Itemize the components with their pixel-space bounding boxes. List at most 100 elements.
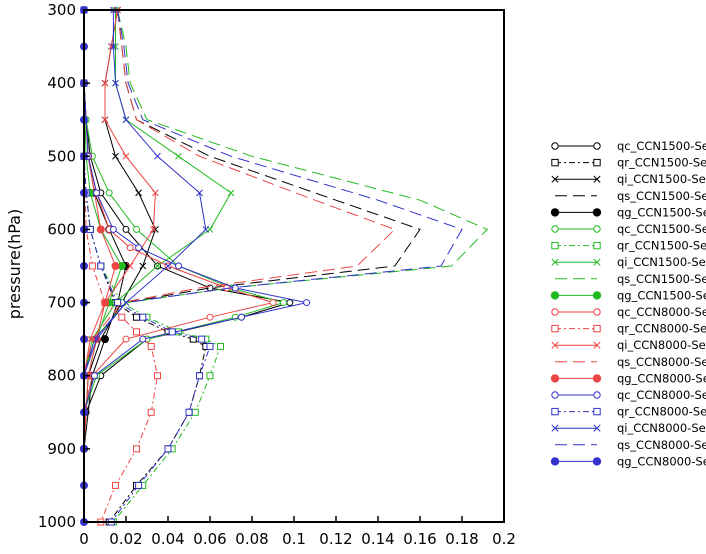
series-qr_CCN8000-Se6 bbox=[80, 6, 214, 526]
legend-item: qc_CCN8000-Se5 bbox=[551, 305, 706, 319]
data-point bbox=[152, 189, 159, 197]
legend-item: qc_CCN1500-Se5 bbox=[551, 139, 706, 153]
data-point bbox=[122, 225, 130, 233]
series-qs_CCN1500-Se6 bbox=[83, 9, 489, 376]
data-point bbox=[112, 79, 119, 87]
data-point bbox=[133, 445, 140, 453]
data-point bbox=[122, 116, 130, 124]
x-tick-label: 0 bbox=[79, 530, 89, 548]
series-line bbox=[83, 10, 275, 413]
y-tick-label: 600 bbox=[47, 220, 76, 238]
data-point bbox=[154, 262, 161, 270]
legend-item: qi_CCN1500-Se5 bbox=[551, 172, 706, 186]
data-point bbox=[122, 152, 130, 160]
data-point bbox=[96, 225, 105, 234]
data-point bbox=[551, 407, 559, 416]
data-point bbox=[135, 244, 143, 252]
data-point bbox=[592, 374, 602, 383]
legend-label: qc_CCN8000-Se5 bbox=[617, 305, 706, 319]
data-point bbox=[551, 158, 559, 167]
data-point bbox=[175, 262, 182, 270]
legend-label: qs_CCN1500-Se6 bbox=[617, 272, 706, 286]
data-point bbox=[135, 189, 142, 197]
data-point bbox=[286, 299, 294, 307]
data-point bbox=[593, 241, 601, 250]
series-line bbox=[83, 9, 421, 376]
data-point bbox=[114, 299, 122, 307]
data-point bbox=[149, 226, 157, 233]
data-point bbox=[135, 481, 143, 489]
y-tick-label: 900 bbox=[47, 440, 76, 458]
legend-item: qi_CCN8000-Se6 bbox=[551, 421, 706, 435]
data-point bbox=[109, 225, 117, 233]
x-tick-label: 0.08 bbox=[235, 530, 268, 548]
legend-item: qg_CCN8000-Se6 bbox=[550, 454, 706, 468]
y-tick-label: 300 bbox=[47, 1, 76, 19]
data-point bbox=[101, 116, 109, 124]
legend-item: qs_CCN1500-Se6 bbox=[555, 272, 706, 286]
series-qc_CCN8000-Se5 bbox=[80, 6, 277, 416]
data-point bbox=[139, 262, 147, 270]
series-line bbox=[83, 9, 489, 376]
data-point bbox=[164, 262, 172, 270]
legend-label: qi_CCN8000-Se6 bbox=[617, 421, 706, 435]
data-point bbox=[133, 225, 140, 233]
series-line bbox=[83, 9, 156, 449]
data-point bbox=[593, 424, 601, 432]
y-tick-label: 700 bbox=[47, 294, 76, 312]
legend-label: qg_CCN8000-Se6 bbox=[617, 454, 706, 468]
data-point bbox=[550, 374, 560, 383]
data-point bbox=[551, 258, 559, 266]
data-point bbox=[593, 324, 601, 333]
data-point bbox=[105, 189, 113, 197]
series-line bbox=[83, 83, 117, 449]
data-point bbox=[593, 142, 601, 150]
legend-item: qc_CCN1500-Se6 bbox=[551, 222, 706, 236]
data-point bbox=[133, 328, 140, 336]
data-point bbox=[202, 226, 210, 233]
data-point bbox=[154, 152, 161, 160]
x-tick-label: 0.02 bbox=[109, 530, 142, 548]
data-point bbox=[551, 391, 559, 399]
data-point bbox=[593, 341, 601, 349]
x-tick-label: 0.2 bbox=[492, 530, 516, 548]
data-point bbox=[550, 208, 560, 217]
data-point bbox=[551, 324, 559, 333]
legend-label: qs_CCN8000-Se5 bbox=[617, 355, 706, 369]
data-point bbox=[551, 308, 559, 316]
y-tick-label: 400 bbox=[47, 74, 76, 92]
data-point bbox=[238, 313, 245, 321]
legend-label: qr_CCN1500-Se6 bbox=[617, 239, 706, 253]
series-line bbox=[83, 9, 463, 376]
legend-label: qr_CCN8000-Se6 bbox=[617, 405, 706, 419]
legend: qc_CCN1500-Se5 qr_CCN1500-Se5 qi_CCN1500-S… bbox=[550, 139, 706, 468]
y-tick-label: 1000 bbox=[38, 513, 76, 531]
y-axis-label: pressure(hPa) bbox=[5, 209, 24, 319]
data-point bbox=[551, 175, 559, 183]
legend-item: qi_CCN8000-Se5 bbox=[551, 338, 706, 352]
legend-label: qg_CCN1500-Se6 bbox=[617, 288, 706, 302]
data-point bbox=[185, 408, 193, 416]
legend-item: qs_CCN8000-Se6 bbox=[555, 438, 706, 452]
data-point bbox=[111, 262, 120, 270]
series-line bbox=[83, 10, 211, 523]
data-point bbox=[551, 341, 559, 349]
legend-label: qc_CCN1500-Se5 bbox=[617, 139, 706, 153]
data-point bbox=[91, 372, 98, 380]
data-point bbox=[101, 79, 109, 87]
legend-label: qc_CCN1500-Se6 bbox=[617, 222, 706, 236]
data-point bbox=[593, 407, 601, 416]
data-point bbox=[551, 241, 559, 250]
data-point bbox=[191, 408, 199, 416]
data-point bbox=[139, 313, 147, 321]
x-tick-label: 0.06 bbox=[193, 530, 226, 548]
legend-label: qs_CCN1500-Se5 bbox=[617, 189, 706, 203]
x-tick-label: 0.14 bbox=[361, 530, 394, 548]
legend-item: qr_CCN8000-Se5 bbox=[551, 322, 706, 336]
data-point bbox=[126, 244, 134, 252]
legend-item: qr_CCN1500-Se5 bbox=[551, 156, 706, 170]
data-point bbox=[593, 225, 601, 233]
data-point bbox=[139, 335, 147, 343]
legend-item: qr_CCN1500-Se6 bbox=[551, 239, 706, 253]
